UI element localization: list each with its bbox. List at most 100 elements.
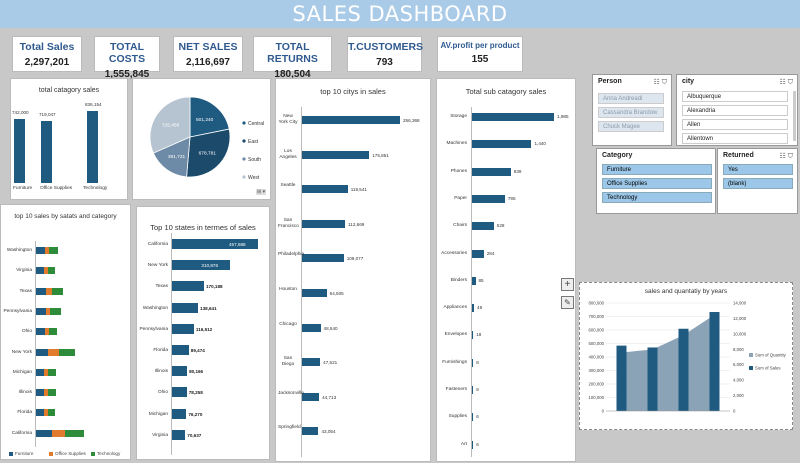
- legend-entry: East: [248, 139, 259, 145]
- slicer-filter-icons[interactable]: ☷ ⛉: [779, 153, 793, 160]
- bar: [472, 194, 505, 203]
- legend-entry: South: [248, 157, 261, 163]
- bar-segment: [36, 429, 52, 437]
- y2-tick-label: 10,000: [733, 331, 747, 336]
- axis-label: Los Angeles: [279, 148, 297, 160]
- slicer-item[interactable]: Cassandra Brandow: [598, 107, 664, 118]
- data-label: 8: [476, 359, 479, 365]
- slicer-item[interactable]: Furniture: [602, 164, 712, 175]
- data-label: 1,440: [534, 141, 546, 147]
- bar: [472, 167, 511, 176]
- pie-slice-east: [186, 128, 231, 178]
- chart-title: top 10 sales by satats and category: [14, 213, 117, 220]
- bar-segment: [48, 348, 60, 356]
- bar-sum-of-sales: [616, 345, 627, 411]
- kpi-title: AV.profit per product: [440, 41, 520, 50]
- dashboard-title: SALES DASHBOARD: [0, 0, 800, 28]
- axis-label: Florida: [17, 410, 32, 416]
- cities-chart[interactable]: top 10 citys in sales 256,368 New York Ci…: [275, 78, 431, 462]
- slice-label: 678,781: [199, 150, 217, 156]
- y-tick-label: 800,000: [588, 301, 604, 306]
- data-label: 47,521: [323, 360, 338, 366]
- bar: [472, 440, 474, 449]
- axis-label: Accessories: [441, 250, 467, 256]
- y-tick-label: 400,000: [588, 355, 604, 360]
- slicer-item[interactable]: Alexandria: [682, 105, 788, 116]
- slicer-title: Person: [598, 78, 622, 85]
- axis-label: San Francisco: [278, 217, 299, 229]
- axis-label: Furnishings: [442, 359, 467, 365]
- slice-label: 391,721: [168, 154, 186, 160]
- category-slicer[interactable]: Category Furniture Office Supplies Techn…: [596, 148, 716, 214]
- slicer-item[interactable]: Albuquerque: [682, 91, 788, 102]
- data-label: 70,637: [187, 432, 202, 438]
- chart-style-button[interactable]: ✎: [561, 296, 574, 309]
- data-label: 528: [496, 223, 505, 229]
- slice-label: 501,240: [196, 117, 214, 123]
- axis-label: New York: [11, 349, 32, 355]
- axis-label: Jacksonville: [278, 390, 304, 396]
- kpi-net-sales: NET SALES 2,116,697: [173, 36, 243, 72]
- category-sales-chart[interactable]: total catagory sales 742,000 Furniture 719…: [10, 78, 128, 200]
- y-tick-label: 200,000: [588, 382, 604, 387]
- bar: [302, 392, 320, 401]
- y2-tick-label: 0: [733, 409, 736, 414]
- person-slicer[interactable]: Person ☷ ⛉ Anna Andreadi Cassandra Brand…: [592, 74, 672, 146]
- slicer-item[interactable]: Anna Andreadi: [598, 93, 664, 104]
- legend-marker: [49, 452, 53, 456]
- slicer-item[interactable]: Office Supplies: [602, 178, 712, 189]
- y2-tick-label: 14,000: [733, 301, 747, 306]
- bar: [302, 150, 370, 159]
- legend-entry: Office Supplies: [55, 451, 86, 456]
- pie-slice-south: [152, 136, 191, 178]
- axis-label: Storage: [450, 114, 467, 119]
- axis-label: Furniture: [13, 186, 33, 191]
- watermark: خمسات: [338, 420, 419, 448]
- bar-segment: [36, 368, 44, 376]
- slicer-filter-icons[interactable]: ☷ ⛉: [653, 79, 667, 86]
- axis-label: California: [11, 430, 32, 436]
- axis-line: [471, 107, 472, 457]
- axis-label: Phones: [450, 168, 467, 174]
- bar: [472, 304, 475, 313]
- city-slicer[interactable]: city ☷ ⛉ Albuquerque Alexandria Allen Al…: [676, 74, 798, 146]
- top-states-chart[interactable]: Top 10 states in termes of sales 457,688…: [136, 206, 270, 460]
- legend-entry: Furniture: [15, 451, 34, 456]
- sales-quantity-years-chart[interactable]: sales and quantatiy by years 800,000 700,…: [579, 282, 793, 430]
- slicer-item[interactable]: Chuck Magee: [598, 121, 664, 132]
- region-pie-chart[interactable]: 501,240 678,781 391,721 725,458 Central East S…: [132, 78, 271, 200]
- slicer-item[interactable]: Technology: [602, 192, 712, 203]
- y2-tick-label: 6,000: [733, 362, 744, 367]
- data-label: 795: [507, 195, 516, 201]
- returned-slicer[interactable]: Returned ☷ ⛉ Yes (blank): [717, 148, 798, 214]
- data-label: 138,641: [200, 305, 217, 311]
- slicer-scrollbar[interactable]: [793, 91, 796, 141]
- axis-label: California: [147, 242, 168, 247]
- bar-segment: [44, 389, 49, 397]
- slicer-filter-icons[interactable]: ☷ ⛉: [779, 79, 793, 86]
- data-label: 109,077: [346, 256, 364, 262]
- chart-title: sales and quantatiy by years: [644, 288, 728, 295]
- kpi-value: 180,504: [274, 69, 311, 80]
- subcategory-chart[interactable]: Total sub catagory sales 1,985 Storage 1,4…: [436, 78, 576, 462]
- legend-marker: [242, 175, 246, 179]
- data-label: 116,512: [195, 326, 213, 332]
- slicer-item[interactable]: Allen: [682, 119, 788, 130]
- axis-label: Springfield: [278, 425, 301, 431]
- axis-line: [301, 107, 302, 457]
- kpi-title: NET SALES: [178, 41, 238, 53]
- states-category-chart[interactable]: top 10 sales by satats and category Wash…: [0, 204, 131, 460]
- slicer-item[interactable]: Allentown: [682, 133, 788, 144]
- add-element-button[interactable]: +: [561, 278, 574, 291]
- slicer-item[interactable]: (blank): [723, 178, 793, 189]
- data-label: 78,258: [188, 390, 203, 396]
- plot-area: 457,688 California 310,876 New York 170,188 T…: [137, 207, 271, 461]
- slicer-item[interactable]: Yes: [723, 164, 793, 175]
- slice-label: 725,458: [162, 122, 180, 128]
- data-label: 6: [476, 441, 479, 447]
- chart-filter-button[interactable]: ⊞ ▾: [256, 189, 267, 195]
- axis-label: Seattle: [280, 183, 296, 189]
- pie-slice-central: [189, 96, 230, 138]
- axis-label: San Diego: [281, 356, 295, 368]
- axis-label: Michigan: [12, 369, 32, 375]
